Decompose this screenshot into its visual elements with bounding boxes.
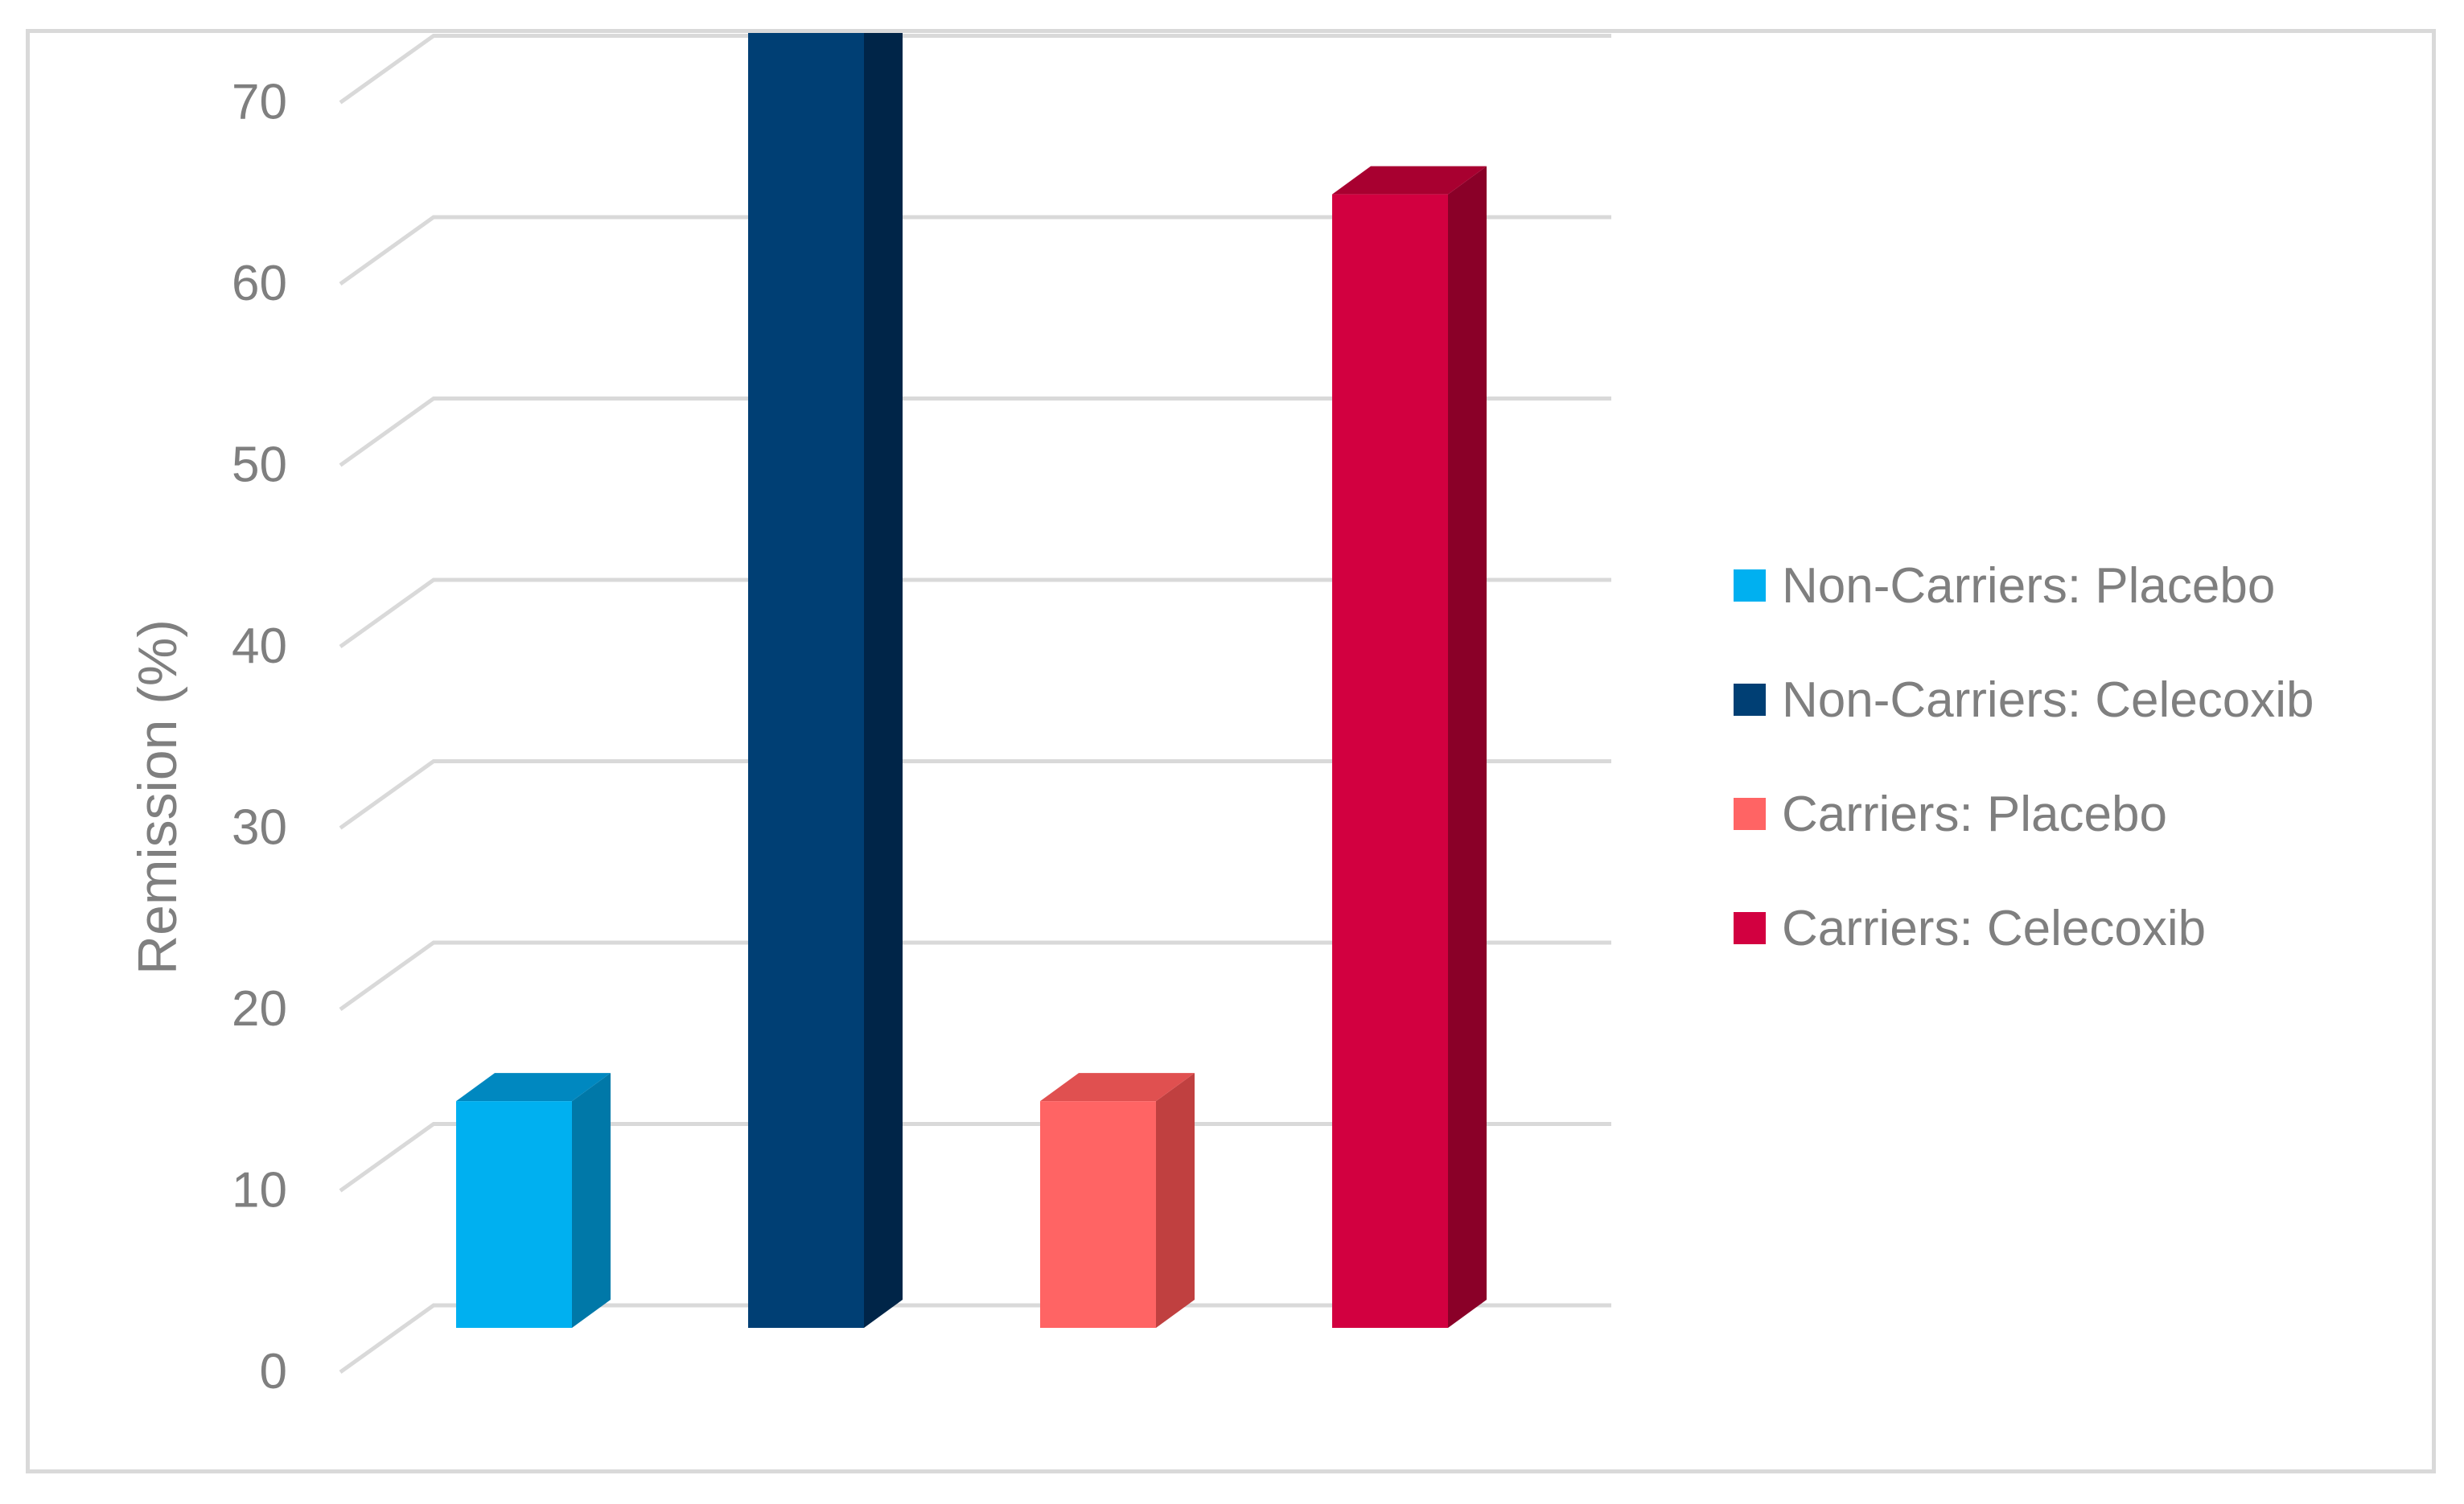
legend-swatch (1734, 798, 1766, 830)
y-tick-label: 20 (232, 981, 287, 1037)
y-tick-label: 10 (232, 1163, 287, 1218)
gridline (339, 215, 1611, 286)
bar-front-face (456, 1101, 572, 1328)
legend-swatch (1734, 684, 1766, 716)
legend: Non-Carriers: Placebo Non-Carriers: Celec… (1734, 558, 2314, 956)
legend-item: Carriers: Placebo (1734, 787, 2167, 842)
gridline (339, 1122, 1611, 1193)
bar-side-face (572, 1073, 611, 1328)
bar-front-face (1332, 194, 1448, 1328)
legend-swatch (1734, 912, 1766, 944)
bar-side-face (1448, 166, 1487, 1328)
y-axis-ticks: 01020304050607080 (232, 75, 287, 1400)
y-tick-label: 40 (232, 618, 287, 674)
legend-label: Carriers: Celecoxib (1782, 901, 2206, 956)
legend-item: Non-Carriers: Celecoxib (1734, 672, 2314, 728)
y-tick-label: 60 (232, 256, 287, 311)
chart-frame: 01020304050607080 Remission (%) Non-Carr… (26, 29, 2436, 1473)
bar-front-face (1040, 1101, 1156, 1328)
bar (1332, 166, 1487, 1328)
gridline (339, 759, 1611, 830)
bar-top-face (1332, 166, 1487, 195)
bar-side-face (864, 33, 903, 1328)
legend-label: Carriers: Placebo (1782, 787, 2167, 842)
gridline (339, 577, 1611, 649)
y-tick-label: 50 (232, 438, 287, 493)
y-tick-label: 0 (260, 1344, 287, 1399)
legend-label: Non-Carriers: Celecoxib (1782, 672, 2314, 728)
y-tick-label: 70 (232, 75, 287, 130)
y-tick-label: 30 (232, 800, 287, 856)
bar-front-face (748, 33, 864, 1329)
gridline (339, 1303, 1611, 1375)
gridline (339, 397, 1611, 467)
legend-label: Non-Carriers: Placebo (1782, 558, 2275, 614)
bar (748, 33, 903, 1329)
bar (456, 1073, 611, 1328)
legend-swatch (1734, 569, 1766, 602)
legend-item: Carriers: Celecoxib (1734, 901, 2206, 956)
bars (456, 33, 1487, 1329)
gridlines (339, 34, 1611, 1375)
y-axis-title: Remission (%) (127, 619, 188, 975)
gridline (339, 940, 1611, 1012)
bar-side-face (1156, 1073, 1195, 1328)
gridline (339, 34, 1611, 105)
bar-top-face (1040, 1073, 1195, 1102)
bar-chart: 01020304050607080 Remission (%) Non-Carr… (127, 33, 2314, 1400)
bar (1040, 1073, 1195, 1328)
bar-top-face (456, 1073, 611, 1102)
legend-item: Non-Carriers: Placebo (1734, 558, 2275, 614)
